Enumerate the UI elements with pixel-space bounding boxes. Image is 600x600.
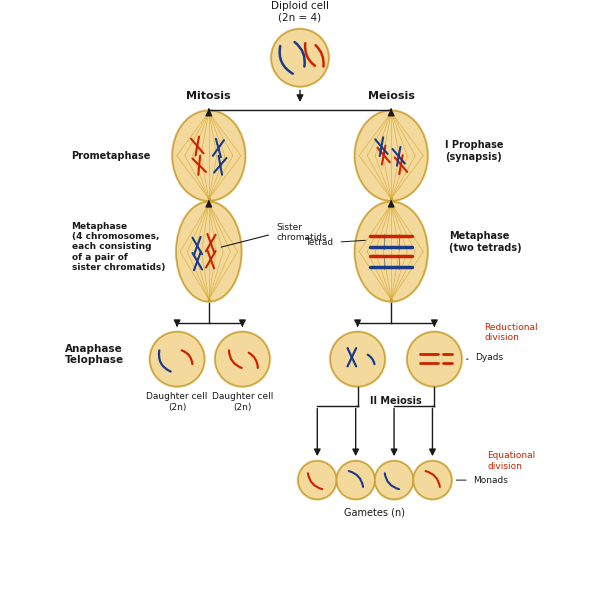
Ellipse shape: [176, 202, 241, 302]
Text: Mitosis: Mitosis: [187, 91, 231, 101]
Text: Prometaphase: Prometaphase: [71, 151, 151, 161]
Ellipse shape: [215, 332, 270, 386]
Text: II Meiosis: II Meiosis: [370, 396, 422, 406]
Ellipse shape: [270, 28, 330, 88]
Ellipse shape: [407, 332, 462, 386]
Ellipse shape: [355, 110, 428, 201]
Text: Sister
chromatids: Sister chromatids: [276, 223, 326, 242]
Ellipse shape: [373, 460, 415, 501]
Ellipse shape: [172, 110, 245, 201]
Ellipse shape: [355, 202, 428, 302]
Ellipse shape: [353, 109, 429, 202]
Text: Metaphase
(4 chromosomes,
each consisting
of a pair of
sister chromatids): Metaphase (4 chromosomes, each consistin…: [71, 221, 165, 272]
Ellipse shape: [175, 200, 243, 303]
Ellipse shape: [271, 29, 329, 86]
Text: Meiosis: Meiosis: [368, 91, 415, 101]
Text: Equational
division: Equational division: [487, 451, 535, 470]
Ellipse shape: [171, 109, 247, 202]
Text: Tetrad: Tetrad: [305, 238, 334, 247]
Text: I Prophase
(synapsis): I Prophase (synapsis): [445, 140, 503, 161]
Ellipse shape: [214, 331, 271, 388]
Text: Diploid cell
(2n = 4): Diploid cell (2n = 4): [271, 1, 329, 22]
Ellipse shape: [412, 460, 453, 501]
Ellipse shape: [337, 461, 375, 499]
Text: Dyads: Dyads: [475, 353, 503, 362]
Ellipse shape: [353, 200, 429, 303]
Ellipse shape: [298, 461, 337, 499]
Ellipse shape: [413, 461, 452, 499]
Ellipse shape: [335, 460, 376, 501]
Text: Daughter cell
(2n): Daughter cell (2n): [212, 392, 273, 412]
Ellipse shape: [329, 331, 386, 388]
Text: Monads: Monads: [473, 476, 508, 485]
Text: Gametes (n): Gametes (n): [344, 508, 406, 518]
Ellipse shape: [150, 332, 205, 386]
Text: Anaphase
Telophase: Anaphase Telophase: [65, 344, 124, 365]
Ellipse shape: [330, 332, 385, 386]
Ellipse shape: [148, 331, 206, 388]
Text: Daughter cell
(2n): Daughter cell (2n): [146, 392, 208, 412]
Text: Metaphase
(two tetrads): Metaphase (two tetrads): [449, 231, 521, 253]
Ellipse shape: [296, 460, 338, 501]
Ellipse shape: [375, 461, 413, 499]
Ellipse shape: [406, 331, 463, 388]
Text: Reductional
division: Reductional division: [484, 323, 538, 342]
